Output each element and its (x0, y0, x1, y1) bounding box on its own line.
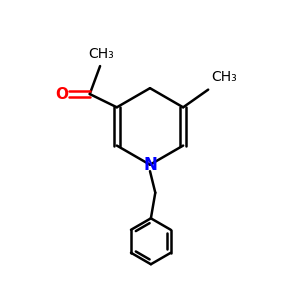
Text: N: N (143, 156, 157, 174)
Text: O: O (56, 87, 69, 102)
Text: CH₃: CH₃ (212, 70, 238, 84)
Text: CH₃: CH₃ (89, 47, 114, 61)
